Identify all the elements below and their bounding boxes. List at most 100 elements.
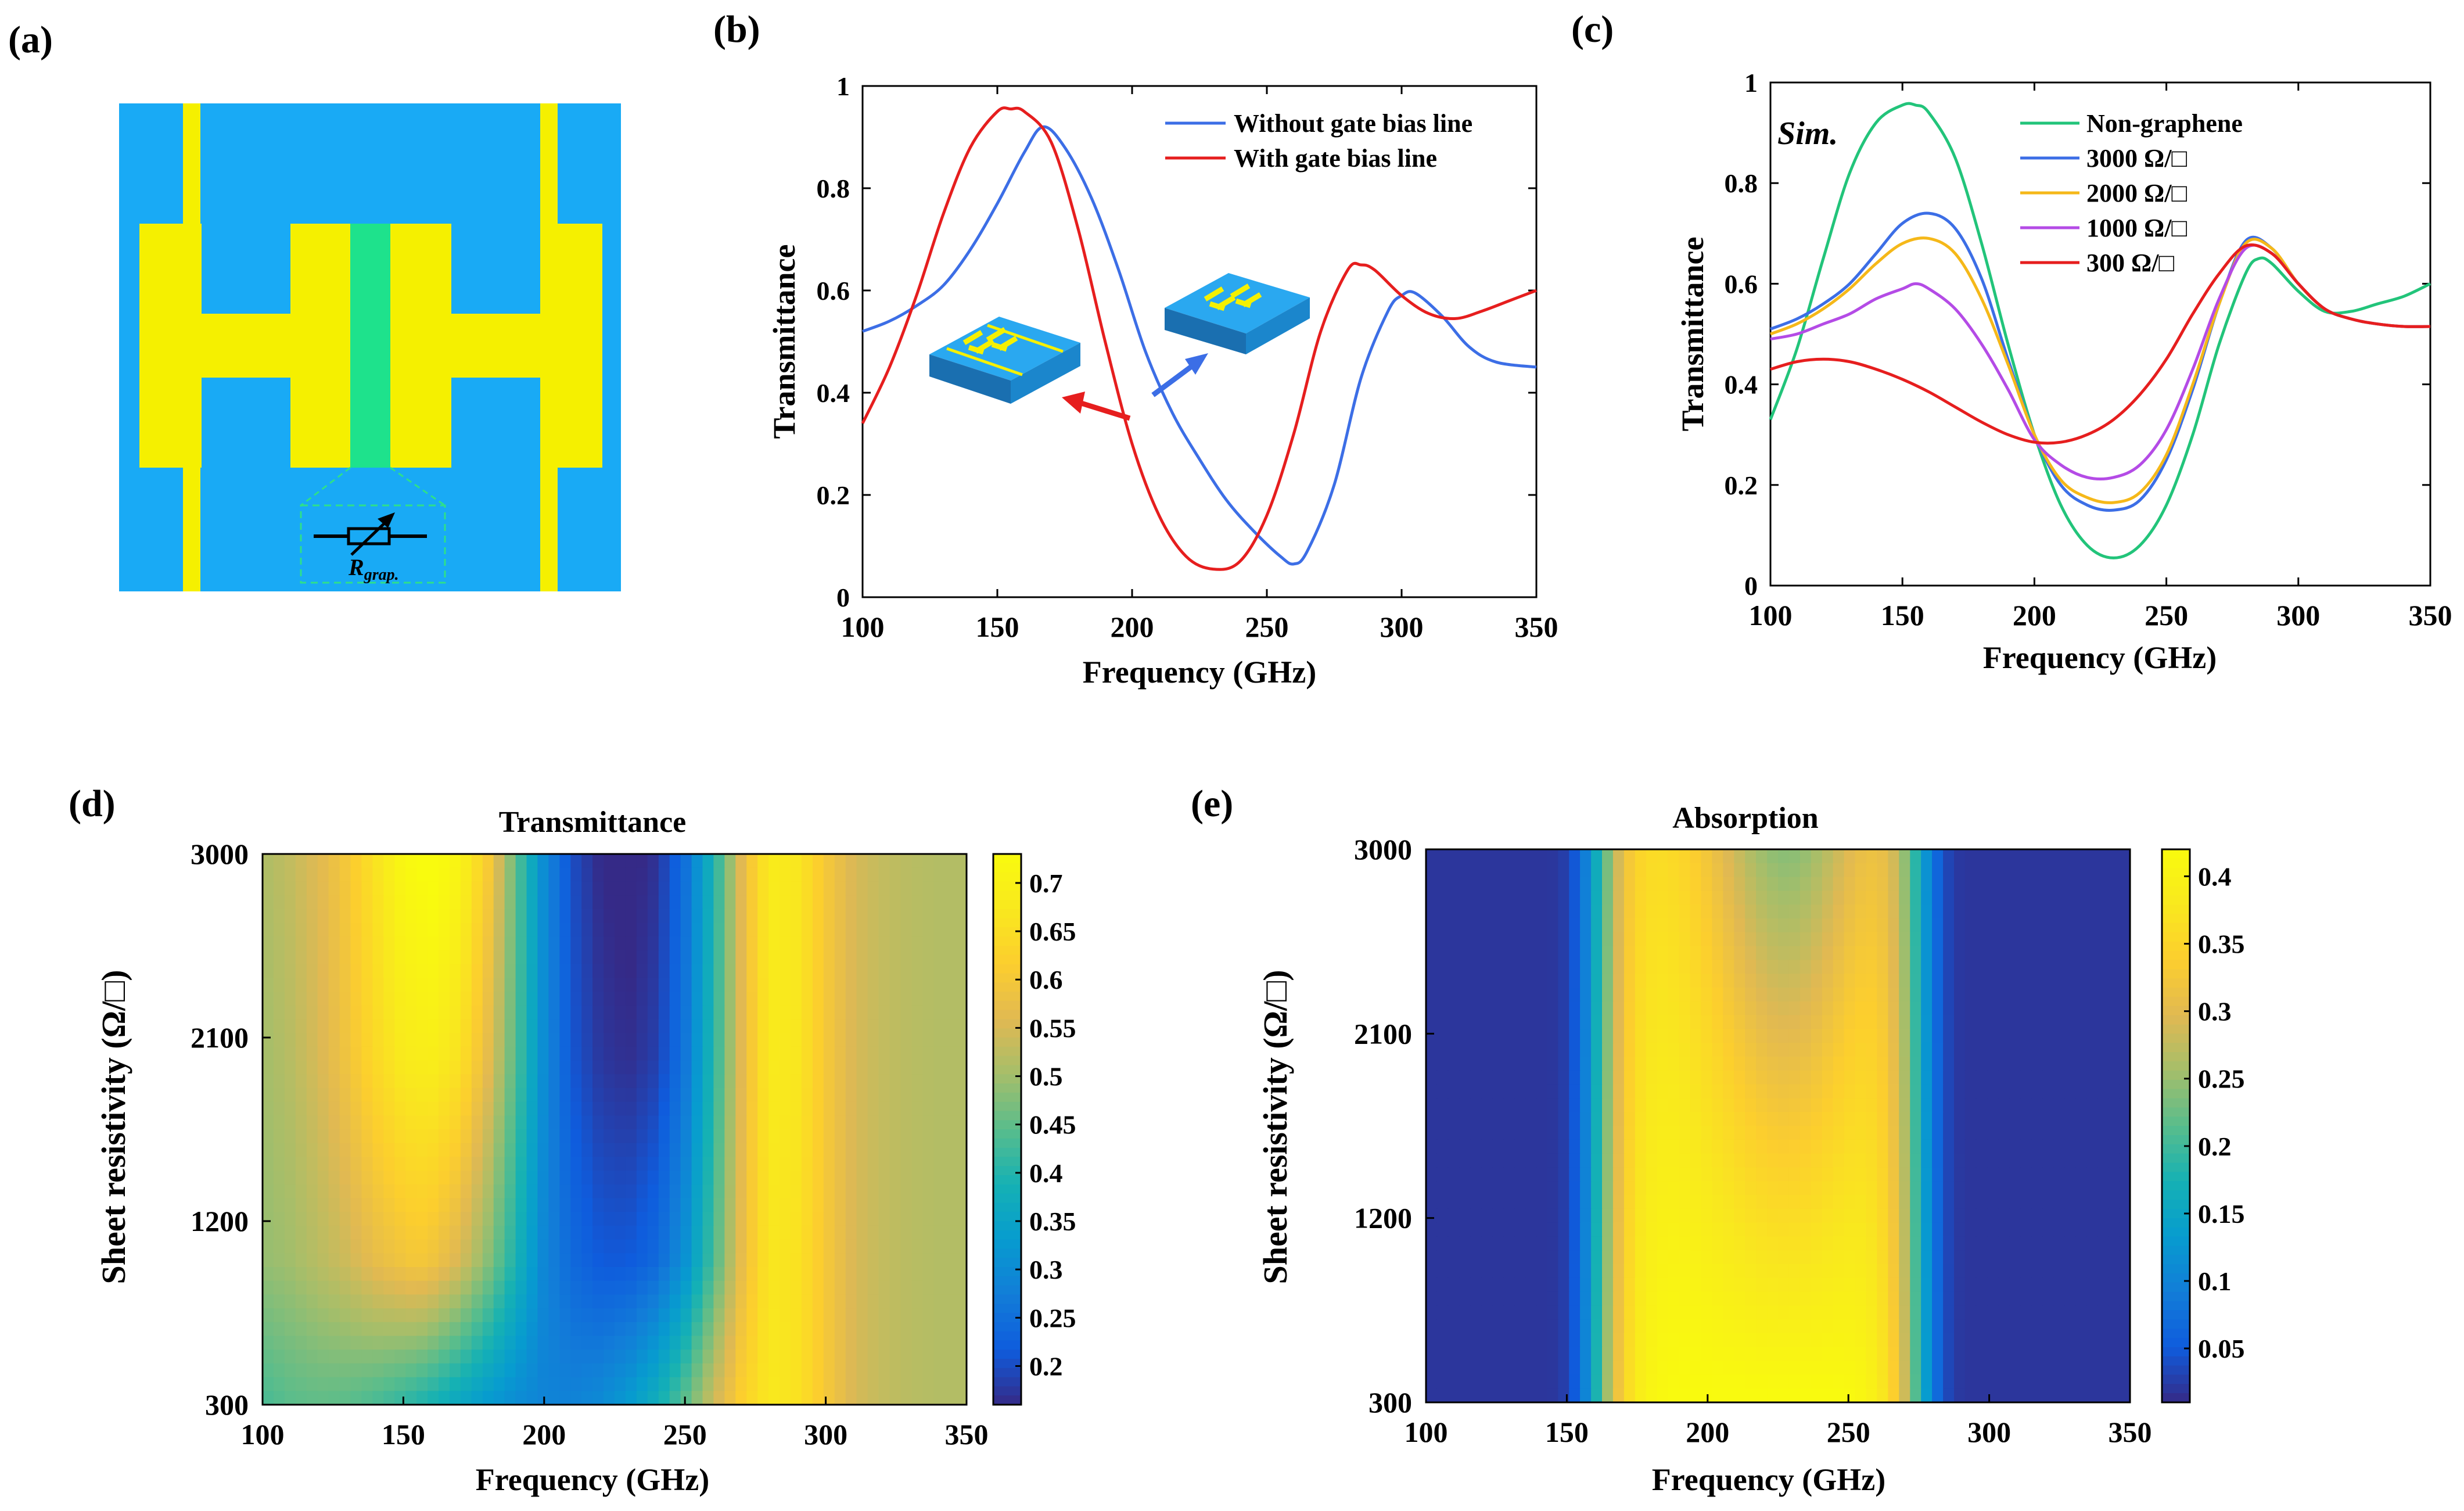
heatmap-d-cell	[263, 1157, 274, 1172]
heatmap-e-cell	[2064, 1057, 2076, 1071]
heatmap-e-cell	[1679, 1195, 1691, 1209]
heatmap-e-cell	[1569, 1153, 1581, 1168]
heatmap-d-cell	[746, 1101, 759, 1117]
heatmap-d-cell	[548, 1157, 561, 1172]
heatmap-d-cell	[724, 978, 737, 992]
heatmap-d-cell	[702, 1184, 714, 1199]
heatmap-d-cell	[405, 1377, 418, 1392]
heatmap-e-cell	[1503, 1015, 1515, 1030]
heatmap-e-cell	[1657, 918, 1669, 933]
heatmap-e-cell	[1558, 1057, 1570, 1071]
heatmap-d-cell	[922, 1212, 935, 1226]
heatmap-e-cell	[1932, 1029, 1944, 1044]
colorbar-d-segment	[993, 1019, 1021, 1029]
heatmap-e-cell	[1580, 932, 1592, 947]
heatmap-d-cell	[922, 950, 935, 965]
heatmap-d-cell	[537, 881, 549, 896]
heatmap-d-cell	[372, 1239, 385, 1254]
heatmap-d-cell	[328, 1143, 340, 1158]
heatmap-e-cell	[1921, 1167, 1933, 1182]
heatmap-d-cell	[263, 1280, 274, 1295]
heatmap-e-cell	[1514, 905, 1526, 919]
heatmap-e-cell	[1635, 1277, 1647, 1293]
heatmap-d-cell	[933, 1212, 946, 1226]
heatmap-d-cell	[615, 1308, 626, 1323]
heatmap-e-cell	[1888, 877, 1900, 892]
heatmap-d-cell	[439, 1005, 450, 1020]
heatmap-e-cell	[2075, 960, 2087, 975]
heatmap-e-cell	[1855, 1167, 1867, 1182]
heatmap-e-cell	[1756, 1305, 1768, 1320]
heatmap-d-cell	[548, 1088, 561, 1103]
heatmap-e-cell	[1679, 863, 1691, 878]
heatmap-e-cell	[1899, 1208, 1911, 1223]
heatmap-d-cell	[405, 1239, 418, 1254]
heatmap-e-cell	[1447, 946, 1460, 961]
heatmap-e-cell	[1492, 891, 1504, 906]
colorbar-d-segment	[993, 1395, 1021, 1405]
heatmap-d-cell	[658, 1074, 670, 1089]
heatmap-d-cell	[746, 1046, 759, 1061]
heatmap-e-cell	[1899, 1291, 1911, 1307]
heatmap-e-cell	[1964, 1043, 1977, 1057]
heatmap-d-cell	[680, 1239, 692, 1254]
heatmap-d-cell	[428, 1267, 439, 1282]
heatmap-d-cell	[394, 854, 407, 868]
heatmap-d-cell	[780, 1171, 791, 1185]
heatmap-e-cell	[1525, 1305, 1537, 1320]
heatmap-d-cell	[482, 1391, 494, 1405]
heatmap-d-cell	[372, 1143, 385, 1158]
heatmap-e-cell	[1447, 849, 1460, 864]
heatmap-d-cell	[889, 1350, 901, 1364]
heatmap-e-cell	[1767, 1070, 1779, 1085]
heatmap-d-cell	[504, 964, 516, 979]
heatmap-d-cell	[548, 1322, 561, 1337]
heatmap-e-cell	[1591, 918, 1603, 933]
heatmap-e-cell	[1954, 905, 1966, 919]
heatmap-d-cell	[372, 1322, 385, 1337]
heatmap-d-cell	[933, 1225, 946, 1240]
heatmap-d-cell	[515, 1074, 527, 1089]
heatmap-d-cell	[735, 1101, 748, 1117]
heatmap-e-cell	[1623, 1236, 1636, 1251]
heatmap-e-cell	[2053, 1222, 2065, 1237]
heatmap-d-cell	[284, 1074, 296, 1089]
heatmap-e-cell	[2064, 918, 2076, 933]
heatmap-d-cell	[944, 867, 956, 882]
heatmap-e-cell	[1612, 849, 1625, 864]
heatmap-d-cell	[493, 1184, 505, 1199]
heatmap-e-cell	[1602, 1236, 1614, 1251]
heatmap-d-cell	[372, 1019, 385, 1034]
heatmap-d-cell	[394, 1101, 407, 1117]
heatmap-d-cell	[823, 1280, 835, 1295]
heatmap-d-cell	[791, 1294, 802, 1309]
heatmap-e-cell	[2097, 1277, 2109, 1293]
heatmap-d-cell	[757, 854, 770, 868]
heatmap-d-cell	[471, 1005, 483, 1020]
heatmap-e-cell	[2020, 849, 2032, 864]
heatmap-e-cell	[1701, 1195, 1713, 1209]
heatmap-d-cell	[691, 1350, 703, 1364]
heatmap-e-cell	[2020, 946, 2032, 961]
heatmap-e-cell	[1932, 974, 1944, 988]
heatmap-e-cell	[1734, 988, 1746, 1002]
heatmap-d-cell	[647, 1391, 659, 1405]
heatmap-d-cell	[944, 1336, 956, 1351]
heatmap-e-cell	[1712, 1277, 1724, 1293]
heatmap-d-cell	[439, 964, 450, 979]
heatmap-d-cell	[691, 1239, 703, 1254]
heatmap-e-cell	[2064, 1236, 2076, 1251]
heatmap-d-cell	[449, 1391, 461, 1405]
heatmap-d-cell	[526, 1074, 538, 1089]
heatmap-d-cell	[713, 1294, 725, 1309]
heatmap-e-cell	[1668, 905, 1680, 919]
heatmap-d-cell	[383, 1267, 396, 1282]
heatmap-d-cell	[944, 950, 956, 965]
heatmap-e-cell	[1547, 974, 1559, 988]
heatmap-d-cell	[933, 1184, 946, 1199]
heatmap-d-cell	[339, 1212, 351, 1226]
heatmap-d-cell	[317, 895, 329, 910]
heatmap-d-cell	[845, 1005, 857, 1020]
heatmap-d-cell	[537, 923, 549, 938]
heatmap-e-cell	[1503, 1319, 1515, 1334]
